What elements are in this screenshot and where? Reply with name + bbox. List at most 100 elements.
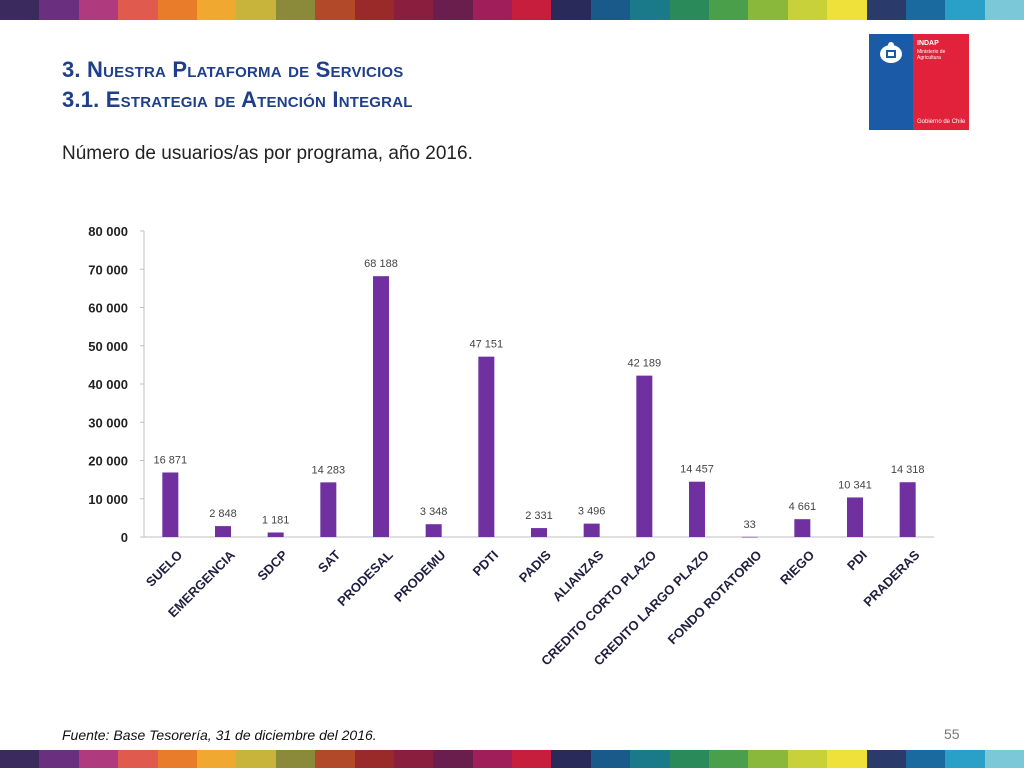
strip-segment — [984, 750, 1024, 768]
x-tick-label: PRODEMU — [391, 547, 449, 605]
data-label: 47 151 — [470, 339, 504, 351]
x-tick-label: ALIANZAS — [549, 547, 606, 604]
bar — [741, 536, 758, 538]
data-label: 3 496 — [578, 506, 606, 518]
y-tick-label: 30 000 — [88, 415, 128, 430]
strip-segment — [157, 0, 197, 20]
y-tick-label: 40 000 — [88, 377, 128, 392]
strip-segment — [945, 0, 985, 20]
chart-subtitle: Número de usuarios/as por programa, año … — [62, 143, 473, 164]
x-tick-label: SAT — [315, 547, 343, 575]
bar — [162, 472, 179, 537]
strip-segment — [748, 0, 788, 20]
strip-segment — [984, 0, 1024, 20]
strip-segment — [393, 0, 434, 20]
strip-segment — [551, 750, 591, 768]
strip-segment — [630, 750, 670, 768]
data-label: 16 871 — [154, 454, 188, 466]
strip-segment — [709, 0, 749, 20]
x-tick-label: PRADERAS — [860, 547, 922, 609]
y-tick-label: 50 000 — [88, 339, 128, 354]
strip-segment — [118, 0, 158, 20]
x-tick-label: PDTI — [470, 547, 502, 579]
logo-ministry: Ministerio de Agricultura — [917, 49, 946, 61]
strip-segment — [551, 0, 591, 20]
bar — [899, 482, 916, 537]
strip-segment — [78, 750, 119, 768]
data-label: 14 283 — [312, 464, 346, 476]
bar — [215, 526, 231, 537]
data-label: 4 661 — [789, 501, 817, 513]
strip-segment — [827, 0, 867, 20]
strip-segment — [512, 0, 552, 20]
data-label: 3 348 — [420, 506, 448, 518]
strip-segment — [236, 0, 276, 20]
x-tick-label: RIEGO — [777, 547, 817, 587]
strip-segment — [669, 0, 710, 20]
strip-segment — [630, 0, 670, 20]
strip-segment — [433, 0, 473, 20]
strip-segment — [39, 0, 79, 20]
bar — [478, 356, 495, 537]
strip-segment — [315, 0, 355, 20]
strip-segment — [78, 0, 119, 20]
x-tick-label: PADIS — [516, 547, 554, 585]
logo-org: INDAP — [917, 40, 939, 47]
data-label: 14 457 — [680, 464, 714, 476]
strip-segment — [118, 750, 158, 768]
strip-segment — [590, 0, 631, 20]
y-tick-label: 20 000 — [88, 454, 128, 469]
data-label: 68 188 — [364, 258, 398, 270]
data-label: 1 181 — [262, 514, 290, 526]
strip-segment — [275, 750, 316, 768]
x-tick-label: PDI — [844, 547, 870, 573]
strip-segment — [0, 0, 40, 20]
strip-segment — [905, 0, 946, 20]
y-tick-label: 80 000 — [88, 224, 128, 239]
data-label: 14 318 — [891, 464, 925, 476]
data-label: 2 331 — [525, 510, 553, 522]
strip-segment — [827, 750, 867, 768]
bar — [583, 523, 600, 537]
strip-segment — [354, 750, 394, 768]
strip-segment — [669, 750, 710, 768]
y-tick-label: 0 — [121, 530, 128, 545]
title-line-2: 3.1. Estrategia de Atención Integral — [62, 87, 413, 112]
strip-segment — [275, 0, 316, 20]
title-line-1: 3. Nuestra Plataforma de Servicios — [62, 57, 404, 82]
data-label: 2 848 — [209, 508, 237, 520]
strip-segment — [512, 750, 552, 768]
bar — [636, 375, 653, 537]
data-label: 42 189 — [628, 358, 662, 370]
data-label: 33 — [744, 519, 756, 531]
coat-of-arms-icon — [880, 42, 902, 63]
bar — [425, 524, 442, 537]
y-tick-label: 70 000 — [88, 262, 128, 277]
strip-segment — [472, 750, 513, 768]
strip-segment — [354, 0, 394, 20]
y-tick-label: 60 000 — [88, 301, 128, 316]
strip-segment — [0, 750, 40, 768]
strip-segment — [433, 750, 473, 768]
strip-segment — [393, 750, 434, 768]
strip-segment — [590, 750, 631, 768]
logo-blue-panel — [869, 34, 913, 130]
strip-segment — [905, 750, 946, 768]
strip-segment — [866, 0, 906, 20]
strip-segment — [472, 0, 513, 20]
x-tick-label: SDCP — [254, 547, 290, 583]
bar — [373, 276, 389, 537]
x-tick-label: FONDO ROTATORIO — [665, 547, 765, 647]
y-tick-label: 10 000 — [88, 492, 128, 507]
data-label: 10 341 — [838, 479, 872, 491]
bottom-color-strip — [0, 750, 1024, 768]
source-note: Fuente: Base Tesorería, 31 de diciembre … — [62, 727, 377, 743]
strip-segment — [236, 750, 276, 768]
bar — [847, 497, 863, 537]
bar — [794, 519, 811, 537]
page-number: 55 — [944, 726, 960, 742]
strip-segment — [787, 750, 828, 768]
strip-segment — [787, 0, 828, 20]
page-title: 3. Nuestra Plataforma de Servicios 3.1. … — [62, 55, 413, 115]
